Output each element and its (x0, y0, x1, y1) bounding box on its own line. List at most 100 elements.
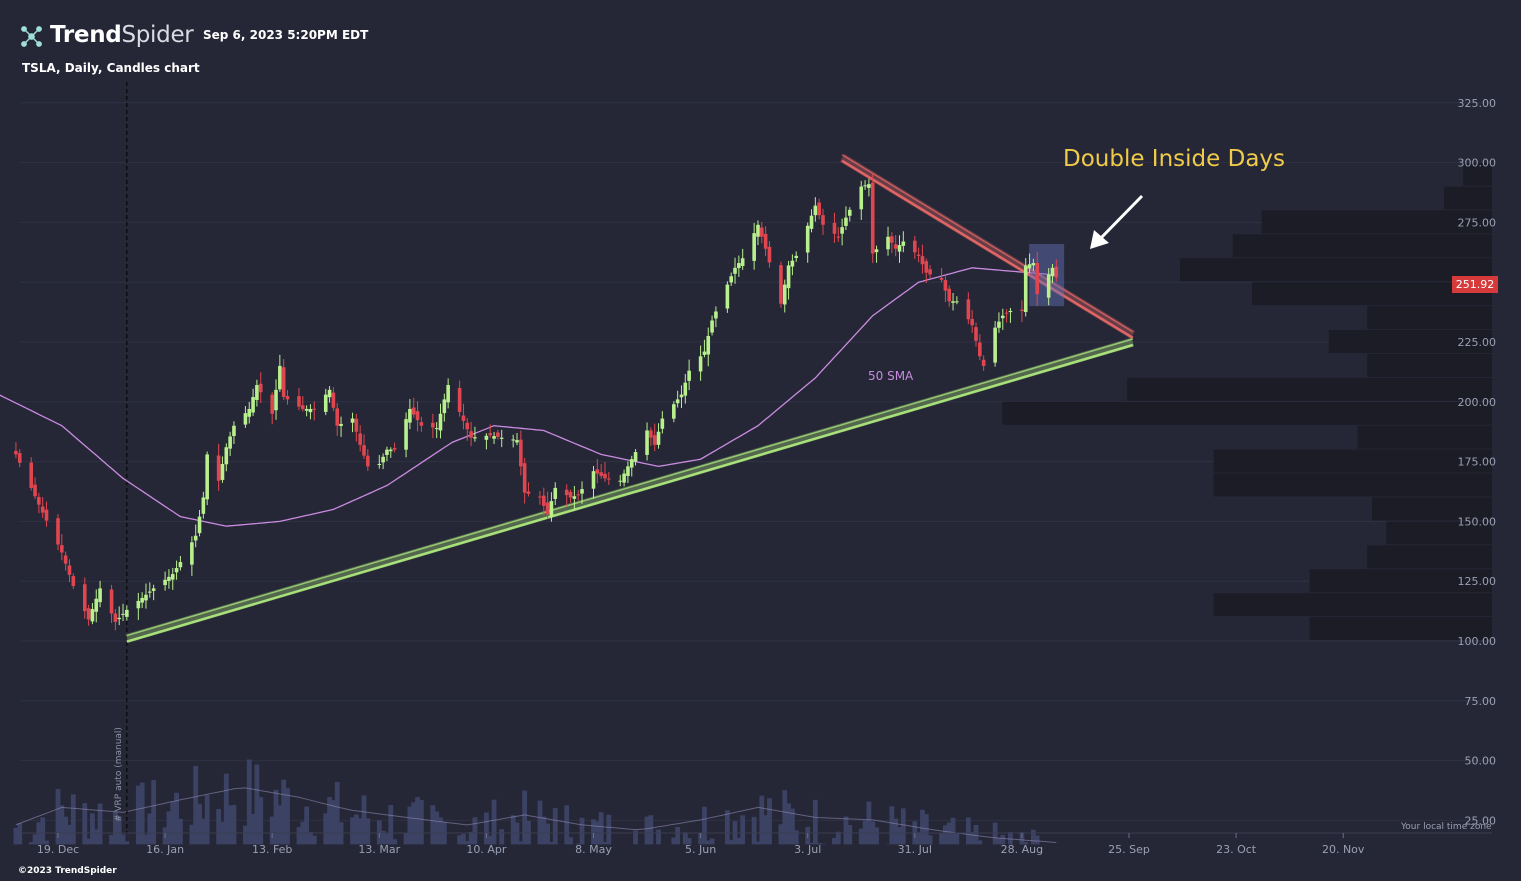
candle-body (492, 436, 496, 439)
volume-bar (552, 808, 558, 845)
volume-bar (893, 818, 899, 845)
volume-bar (1019, 832, 1025, 845)
candle-body (794, 255, 799, 258)
volume-profile-bar (1213, 449, 1492, 473)
volume-profile-bar (1002, 401, 1492, 425)
candle-body (144, 594, 148, 601)
candle-body (549, 501, 554, 517)
candle-body (821, 215, 825, 225)
volume-bar (334, 781, 340, 845)
volume-bar (598, 812, 604, 845)
volume-bar (751, 816, 757, 845)
candle-body (966, 299, 971, 320)
volume-bar (1030, 829, 1036, 845)
candle-body (170, 574, 175, 580)
candle-body (1050, 267, 1055, 277)
volume-bar (537, 800, 543, 845)
candle-body (809, 215, 814, 229)
volume-bar (709, 838, 715, 845)
candle-body (228, 436, 232, 449)
x-tick-label: 5. Jun (685, 843, 716, 856)
candle-body (740, 258, 745, 266)
volume-bar (767, 798, 772, 845)
y-tick-label: 225.00 (1458, 336, 1497, 349)
candle-body (461, 415, 466, 421)
candle-body (350, 418, 355, 423)
volume-bar (943, 825, 948, 845)
volume-bar (380, 830, 386, 845)
volume-bar (246, 759, 252, 845)
volume-bar (109, 834, 114, 845)
volume-profile-bar (1252, 282, 1492, 306)
volume-bar (575, 843, 581, 845)
volume-bar (874, 827, 879, 845)
volume-bar (438, 817, 443, 845)
candle-body (44, 509, 49, 521)
volume-bar (510, 815, 516, 845)
volume-bar (812, 799, 818, 845)
volume-bar (147, 813, 153, 845)
candle-body (408, 408, 412, 423)
y-tick-label: 125.00 (1458, 575, 1497, 588)
candle-body (258, 383, 263, 393)
x-tick-label: 13. Feb (252, 843, 292, 856)
candle-body (859, 186, 864, 210)
candle-body (297, 396, 301, 407)
candle-body (40, 506, 45, 513)
y-tick-label: 50.00 (1465, 755, 1497, 768)
x-tick-label: 28. Aug (1001, 843, 1043, 856)
volume-bar (407, 806, 413, 845)
volume-bar (740, 815, 746, 845)
volume-bar (17, 823, 23, 845)
volume-bar (698, 833, 703, 845)
volume-bar (648, 815, 654, 845)
candle-body (339, 423, 343, 427)
volume-bar (388, 804, 394, 845)
volume-bar (923, 814, 929, 845)
candle-body (541, 495, 546, 506)
candle-body (683, 382, 688, 396)
volume-bar (28, 842, 34, 845)
candle-body (224, 447, 229, 465)
volume-bar (308, 832, 313, 845)
volume-bar (143, 834, 149, 845)
volume-bar (969, 831, 975, 845)
candle-body (392, 448, 397, 450)
volume-bar (70, 794, 76, 845)
arrow-down-left-icon (1090, 194, 1144, 249)
y-tick-label: 175.00 (1458, 456, 1497, 469)
volume-bar (357, 818, 363, 845)
volume-bar (59, 805, 65, 845)
volume-bar (135, 785, 141, 845)
volume-bar (44, 840, 49, 845)
volume-bar (675, 826, 681, 845)
candle-body (760, 227, 764, 237)
candle-body (997, 321, 1001, 328)
volume-bar (939, 833, 944, 845)
candle-body (890, 236, 894, 243)
candle-body (538, 496, 542, 498)
candle-body (243, 413, 248, 425)
candle-body (385, 449, 389, 455)
volume-bar (897, 827, 902, 845)
y-tick-label: 25.00 (1465, 814, 1497, 827)
candle-body (1000, 315, 1005, 319)
timestamp: Sep 6, 2023 5:20PM EDT (203, 28, 369, 42)
volume-bar (606, 814, 612, 845)
candle-body (415, 411, 420, 421)
candle-body (672, 404, 676, 419)
candle-body (714, 311, 718, 319)
volume-bar (120, 834, 126, 845)
candle-body (645, 430, 649, 455)
candle-body (388, 449, 393, 452)
candle-body (312, 408, 317, 410)
volume-bar (866, 801, 872, 845)
volume-bar (258, 797, 264, 845)
volume-bar (847, 825, 853, 845)
trendlines (125, 153, 1136, 643)
candle-body (354, 418, 359, 432)
x-tick-label: 20. Nov (1322, 843, 1365, 856)
volume-bar (541, 816, 547, 845)
header: TrendSpider (18, 22, 194, 48)
